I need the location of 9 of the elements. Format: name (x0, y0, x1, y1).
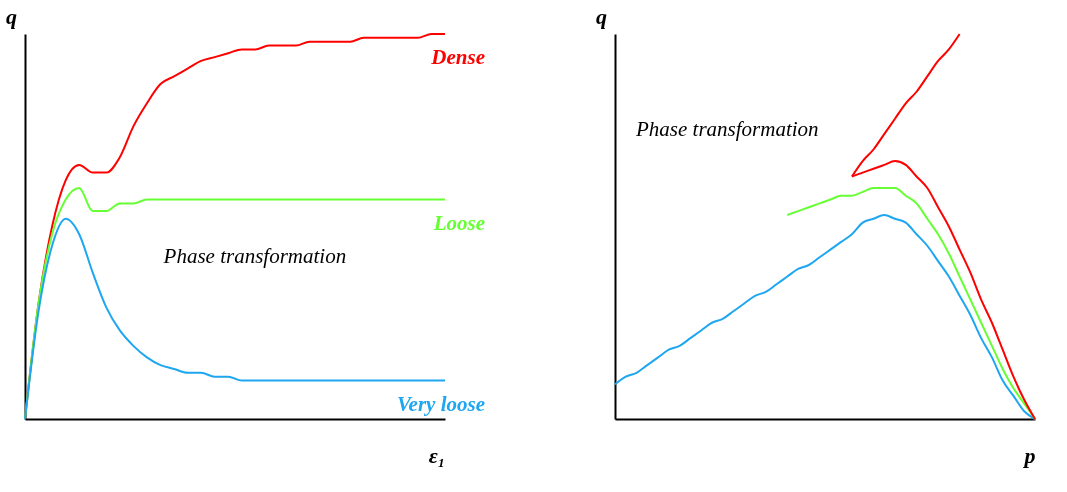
x-axis-title: ε₁ (428, 442, 446, 468)
annotation: Phase transformation (162, 244, 347, 269)
series-label: Loose (432, 210, 485, 235)
y-axis-title: q (6, 3, 17, 29)
annotation: Phase transformation (635, 117, 819, 142)
series-label: Very loose (396, 391, 485, 416)
x-axis-title: p (1022, 442, 1036, 468)
y-axis-title: q (596, 3, 607, 29)
series-label: Dense (430, 45, 485, 69)
